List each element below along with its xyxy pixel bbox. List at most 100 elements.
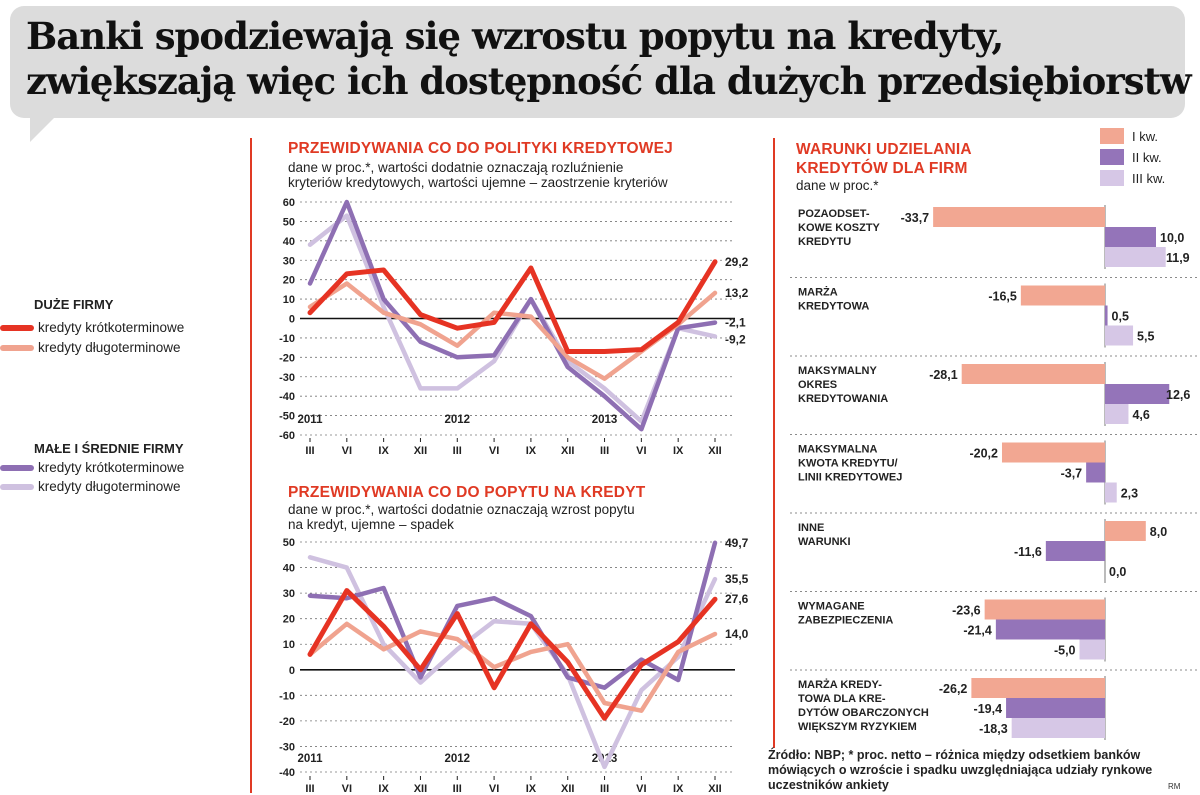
bar-legend-q1: I kw. xyxy=(1100,128,1158,144)
x-tick-label: XII xyxy=(414,445,427,457)
x-tick-label: VI xyxy=(636,445,646,457)
bar-value-label: -3,7 xyxy=(1061,467,1083,481)
x-tick-label: VI xyxy=(342,783,352,795)
category-label: KOWE KOSZTY xyxy=(798,222,881,234)
page-title: Banki spodziewają się wzrostu popytu na … xyxy=(26,14,1192,103)
y-tick-label: 30 xyxy=(283,588,295,600)
end-value-label: 35,5 xyxy=(725,572,749,586)
y-tick-label: 0 xyxy=(289,665,295,677)
bar-value-label: 0,5 xyxy=(1112,310,1129,324)
y-tick-label: 10 xyxy=(283,639,295,651)
bar-value-label: 12,6 xyxy=(1166,388,1190,402)
category-label: WYMAGANE xyxy=(798,601,865,613)
y-tick-label: -40 xyxy=(279,767,295,779)
y-tick-label: 20 xyxy=(283,614,295,626)
bar xyxy=(961,364,1105,384)
series-line xyxy=(307,199,718,432)
legend-swatch xyxy=(0,464,34,471)
y-tick-label: -30 xyxy=(279,372,295,384)
bar xyxy=(1105,482,1117,503)
y-tick-label: -20 xyxy=(279,352,295,364)
y-tick-label: 40 xyxy=(283,563,295,575)
category-label: KREDYTOWANIA xyxy=(798,393,888,405)
bar-value-label: 2,3 xyxy=(1121,487,1138,501)
bar xyxy=(933,207,1105,227)
end-value-label: 27,6 xyxy=(725,592,749,606)
x-tick-label: XII xyxy=(708,783,721,795)
category-label: KREDYTU xyxy=(798,236,851,248)
category-label: TOWA DLA KRE- xyxy=(798,693,886,705)
x-tick-label: IX xyxy=(673,783,684,795)
bar xyxy=(1105,325,1134,346)
y-tick-label: -50 xyxy=(279,411,295,423)
legend-small-head: MAŁE I ŚREDNIE FIRMY xyxy=(34,441,184,456)
bar xyxy=(1079,639,1105,660)
footnote: Źródło: NBP; * proc. netto – różnica mię… xyxy=(768,748,1153,792)
legend-large-head: DUŻE FIRMY xyxy=(34,297,114,312)
x-tick-label: IX xyxy=(526,445,537,457)
x-tick-label: III xyxy=(600,783,609,795)
category-label: MAKSYMALNA xyxy=(798,444,877,456)
bar xyxy=(1020,285,1105,306)
x-tick-label: XII xyxy=(708,445,721,457)
chart-credit-conditions: POZAODSET- KOWE KOSZTY KREDYTU -33,7 10,0 11,… xyxy=(790,205,1200,740)
bar xyxy=(1001,442,1105,463)
end-value-label: 13,2 xyxy=(725,286,749,300)
x-tick-label: VI xyxy=(489,783,499,795)
y-tick-label: 40 xyxy=(283,236,295,248)
category-label: INNE xyxy=(798,522,824,534)
category-label: WIĘKSZYM RYZYKIEM xyxy=(798,721,917,733)
y-tick-label: -30 xyxy=(279,741,295,753)
x-tick-label: XII xyxy=(561,445,574,457)
y-tick-label: -20 xyxy=(279,716,295,728)
bar-legend-swatch xyxy=(1100,170,1124,186)
bar xyxy=(1045,541,1105,561)
bar-value-label: -19,4 xyxy=(974,702,1003,716)
chart2-title: PRZEWIDYWANIA CO DO POPYTU NA KREDYT xyxy=(288,484,646,501)
year-label: 2013 xyxy=(592,414,618,426)
bar xyxy=(1086,462,1105,483)
category-label: KREDYTOWA xyxy=(798,301,869,313)
legend-small-short: kredyty krótkoterminowe xyxy=(0,460,184,475)
y-tick-label: 60 xyxy=(283,197,295,209)
x-tick-label: VI xyxy=(636,783,646,795)
bar-value-label: -33,7 xyxy=(901,211,930,225)
year-label: 2011 xyxy=(298,753,324,765)
bar-value-label: 11,9 xyxy=(1166,251,1190,265)
category-label: OKRES xyxy=(798,379,837,391)
y-tick-label: -40 xyxy=(279,391,295,403)
bar-value-label: -18,3 xyxy=(979,722,1008,736)
x-tick-label: III xyxy=(305,783,314,795)
bar xyxy=(1011,718,1105,738)
y-tick-label: 30 xyxy=(283,255,295,267)
legend-swatch xyxy=(0,483,34,490)
bar xyxy=(1105,404,1129,424)
end-value-label: 49,7 xyxy=(725,536,749,550)
y-tick-label: -60 xyxy=(279,430,295,442)
bar-value-label: 4,6 xyxy=(1132,408,1149,422)
chart1-title: PRZEWIDYWANIA CO DO POLITYKI KREDYTOWEJ xyxy=(288,140,673,157)
year-label: 2012 xyxy=(444,414,470,426)
series-line xyxy=(307,259,718,354)
bar-value-label: -16,5 xyxy=(988,290,1017,304)
legend-small-long: kredyty długoterminowe xyxy=(0,479,181,494)
series-line xyxy=(307,588,718,721)
y-tick-label: -10 xyxy=(279,690,295,702)
x-tick-label: III xyxy=(600,445,609,457)
bar-value-label: -23,6 xyxy=(952,604,981,618)
chart1-subtitle: dane w proc.*, wartości dodatnie oznacza… xyxy=(288,160,668,190)
bar-legend-q2: II kw. xyxy=(1100,149,1162,165)
bar-value-label: -11,6 xyxy=(1014,545,1042,559)
category-label: KWOTA KREDYTU/ xyxy=(798,458,898,470)
x-tick-label: XII xyxy=(561,783,574,795)
legend-large-long: kredyty długoterminowe xyxy=(0,340,181,355)
category-label: MARŻA xyxy=(798,286,838,299)
x-tick-label: III xyxy=(305,445,314,457)
category-label: ZABEZPIECZENIA xyxy=(798,615,893,627)
x-tick-label: IX xyxy=(526,783,537,795)
bar-value-label: -28,1 xyxy=(929,368,958,382)
bar xyxy=(1105,384,1170,404)
divider-right xyxy=(773,138,775,748)
x-tick-label: IX xyxy=(378,783,389,795)
bar-value-label: -21,4 xyxy=(963,624,992,638)
